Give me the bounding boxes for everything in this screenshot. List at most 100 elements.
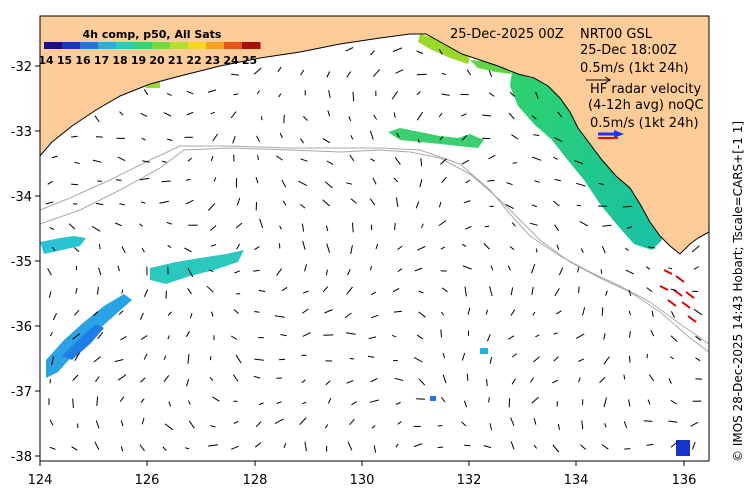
current-vector — [486, 379, 488, 387]
colorbar-swatch — [116, 42, 135, 49]
y-tick-label: -38 — [11, 450, 32, 465]
current-vector — [167, 311, 172, 316]
current-vector — [463, 400, 468, 408]
map-plot-area — [40, 16, 709, 461]
colorbar-tick-label: 21 — [168, 54, 183, 67]
current-vector — [207, 444, 218, 447]
current-vector — [486, 334, 491, 342]
current-vector — [95, 202, 104, 206]
current-vector — [604, 423, 607, 428]
current-vector — [577, 267, 580, 273]
current-vector — [71, 183, 79, 186]
current-vector — [668, 420, 678, 423]
current-vector — [369, 198, 376, 206]
current-vector — [397, 421, 402, 425]
current-vector — [397, 268, 403, 273]
current-vector — [533, 444, 537, 449]
current-vector — [490, 265, 494, 271]
colorbar-swatch — [170, 42, 189, 49]
current-vector — [210, 156, 214, 161]
current-vector — [370, 291, 377, 296]
current-vector — [117, 156, 126, 162]
current-vector — [185, 178, 191, 181]
current-vector — [509, 91, 516, 97]
hf-arrow — [681, 301, 691, 309]
current-vector — [300, 158, 308, 162]
current-vector — [166, 92, 172, 96]
current-vector — [622, 205, 633, 208]
x-tick-label: 130 — [350, 473, 375, 488]
colorbar-swatch — [134, 42, 153, 49]
current-vector — [396, 132, 400, 138]
current-vector — [348, 116, 352, 122]
current-vector — [533, 356, 540, 363]
current-vector — [282, 200, 287, 206]
current-vector — [372, 69, 381, 78]
current-vector — [141, 137, 146, 141]
current-vector — [47, 268, 52, 276]
current-vector — [279, 225, 282, 230]
current-vector — [369, 130, 374, 140]
colorbar-swatch — [188, 42, 207, 49]
current-vector — [299, 417, 307, 425]
current-vector — [140, 398, 145, 403]
current-vector — [391, 334, 397, 338]
current-vector — [467, 307, 471, 315]
current-vector — [98, 267, 102, 276]
current-vector — [278, 358, 286, 361]
current-vector — [140, 112, 148, 117]
current-vector — [465, 225, 472, 230]
current-vector — [531, 287, 534, 296]
current-vector — [120, 446, 124, 452]
current-vector — [140, 335, 148, 341]
colorbar-tick-label: 24 — [223, 54, 239, 67]
current-vector — [51, 155, 58, 159]
hf-label-line1: HF radar velocity — [590, 82, 702, 97]
current-vector — [574, 160, 584, 165]
current-vector — [413, 443, 423, 448]
current-vector — [349, 358, 355, 360]
current-vector — [352, 91, 355, 102]
colorbar-tick-label: 15 — [57, 54, 72, 67]
current-vector — [139, 177, 150, 181]
date-label: 25-Dec-2025 00Z — [450, 27, 564, 42]
x-axis: 124 126 128 130 132 134 136 — [28, 461, 696, 488]
current-vector — [416, 111, 424, 121]
current-vector — [464, 286, 467, 297]
current-vector — [578, 377, 581, 383]
current-vector — [511, 378, 517, 385]
sst-patch-west-2 — [40, 236, 86, 254]
current-vector — [488, 154, 496, 160]
current-vector — [278, 93, 282, 98]
current-vector — [98, 244, 101, 250]
current-vector — [370, 158, 375, 162]
current-vector — [395, 69, 404, 74]
current-vector — [298, 180, 308, 187]
current-vector — [692, 441, 696, 450]
current-vector — [670, 288, 677, 291]
current-vector — [393, 310, 402, 313]
current-vector — [440, 158, 447, 165]
current-vector — [691, 245, 700, 253]
current-vector — [280, 334, 287, 337]
current-vector — [346, 71, 352, 78]
nrt-scale: 0.5m/s (1kt 24h) — [580, 61, 689, 76]
current-vector — [601, 245, 606, 254]
current-vector — [230, 335, 238, 340]
current-vector — [484, 225, 490, 228]
sst-patch-south-east — [676, 440, 690, 456]
y-tick-label: -34 — [11, 190, 32, 205]
current-vector — [394, 222, 396, 231]
current-vector — [413, 356, 423, 363]
current-vector — [418, 378, 426, 386]
current-vector — [45, 201, 54, 205]
current-vector — [212, 133, 219, 142]
colorbar-tick-label: 17 — [94, 54, 109, 67]
current-vector — [416, 50, 424, 54]
current-vector — [531, 396, 539, 404]
hf-arrow — [675, 275, 685, 283]
current-vector — [693, 266, 700, 270]
y-tick-label: -37 — [11, 385, 32, 400]
current-vector — [509, 246, 515, 251]
hf-arrow — [659, 285, 669, 291]
